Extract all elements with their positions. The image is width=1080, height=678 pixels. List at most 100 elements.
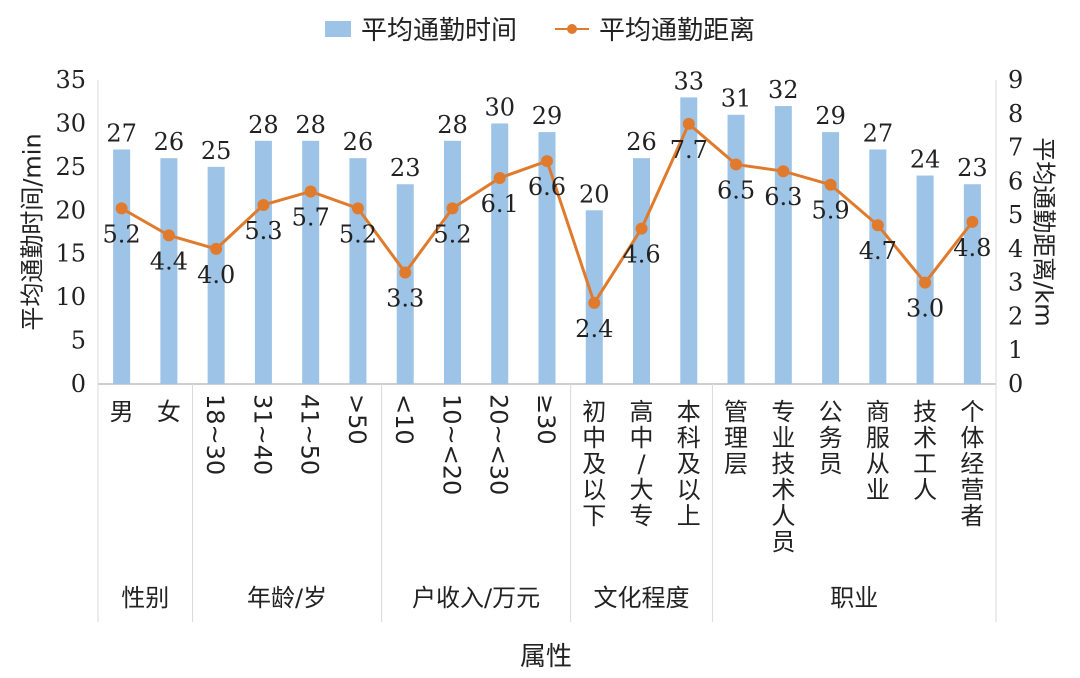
x-category-label: >50 [343,394,371,445]
bar [302,140,320,384]
line-point [824,178,837,191]
x-category-label: 高中/大专 [630,398,654,530]
line-point [919,276,932,289]
line-data-label: 5.9 [811,197,849,225]
legend-line-label: 平均通勤距离 [599,16,756,46]
bar [538,132,556,384]
bar [491,123,509,384]
line-point [399,266,412,279]
line-data-label: 4.7 [859,237,897,265]
line-data-label: 3.3 [386,285,424,313]
line-data-label: 4.8 [953,234,991,262]
bar-data-label: 23 [390,154,421,182]
y-right-tick-label: 3 [1008,269,1023,297]
category-group-label: 户收入/万元 [412,584,540,612]
category-group-label: 年龄/岁 [247,584,327,612]
y-right-tick-label: 7 [1008,134,1023,162]
line-point [115,202,128,215]
bar [727,114,745,384]
line-point [257,198,270,211]
legend: 平均通勤时间 平均通勤距离 [0,10,1080,47]
x-category-label: 公务员 [819,398,843,478]
line-data-label: 6.5 [717,176,755,204]
bar [207,166,225,384]
legend-item-line: 平均通勤距离 [555,10,755,47]
bar-data-label: 27 [106,119,137,147]
line-data-label: 4.6 [622,241,660,269]
legend-line-swatch [555,21,589,37]
y-left-tick-label: 35 [55,66,86,94]
x-category-label: 女 [157,398,181,426]
x-category-label: 技术工人 [913,398,937,504]
bar-data-label: 29 [815,102,846,130]
bar-data-label: 27 [863,119,894,147]
line-data-label: 6.6 [528,173,566,201]
bar [680,97,698,384]
line-data-label: 5.2 [103,220,141,248]
bar [869,149,887,384]
line-point [588,296,601,309]
x-axis-title: 属性 [519,642,573,672]
y-left-tick-label: 30 [55,109,86,137]
bar-data-label: 23 [957,154,988,182]
category-group-label: 性别 [121,584,169,612]
y-right-tick-label: 5 [1008,201,1023,229]
bar [160,158,178,384]
x-category-label: 初中及以下 [582,398,606,530]
y-right-tick-label: 4 [1008,235,1023,263]
y-right-tick-label: 2 [1008,302,1023,330]
line-data-label: 5.3 [244,217,282,245]
y-right-tick-label: 0 [1008,370,1023,398]
x-category-label: 18~30 [201,394,229,475]
bar [633,158,651,384]
x-category-label: 本科及以上 [677,398,701,530]
bar-data-label: 26 [626,128,657,156]
line-point [493,171,506,184]
bar-data-label: 30 [484,93,515,121]
line-data-label: 4.4 [150,247,188,275]
y-right-tick-label: 1 [1008,336,1023,364]
bar [774,106,792,385]
line-data-label: 4.0 [197,261,235,289]
x-category-label: 个体经营者 [960,398,984,530]
bar-data-label: 29 [532,102,563,130]
bar-data-label: 32 [768,76,799,104]
x-category-label: 20~<30 [485,394,513,495]
line-point [162,229,175,242]
y-left-tick-label: 10 [55,283,86,311]
y-left-tick-label: 25 [55,153,86,181]
legend-bar-label: 平均通勤时间 [360,16,517,46]
legend-item-bar: 平均通勤时间 [324,10,517,47]
bar-data-label: 26 [154,128,185,156]
y-left-tick-label: 20 [55,196,86,224]
bar-data-label: 24 [910,146,941,174]
x-category-label: ≥30 [532,394,560,445]
bar-data-label: 33 [674,67,705,95]
line-point [730,158,743,171]
bar-data-label: 28 [437,111,468,139]
line-point [871,219,884,232]
bar [822,132,840,384]
y-axis-right-title: 平均通勤距离/km [1029,137,1058,327]
bar-data-label: 20 [579,180,610,208]
line-data-label: 6.1 [481,190,519,218]
y-left-tick-label: 5 [71,327,86,355]
legend-bar-swatch [324,20,351,37]
category-group-label: 职业 [830,584,878,612]
x-category-label: 商服从业 [866,398,890,504]
bar [254,140,272,384]
x-category-label: 10~<20 [437,394,465,495]
line-point [446,202,459,215]
bar-data-label: 25 [201,137,232,165]
line-point [682,117,695,130]
line-point [351,202,364,215]
x-category-label: 专业技术人员 [771,398,795,556]
bar [443,140,461,384]
x-category-label: 管理层 [724,398,748,478]
line-data-label: 5.7 [292,203,330,231]
line-data-label: 7.7 [670,136,708,164]
bar-data-label: 28 [295,111,326,139]
line-point [304,185,317,198]
line-data-label: 3.0 [906,295,944,323]
